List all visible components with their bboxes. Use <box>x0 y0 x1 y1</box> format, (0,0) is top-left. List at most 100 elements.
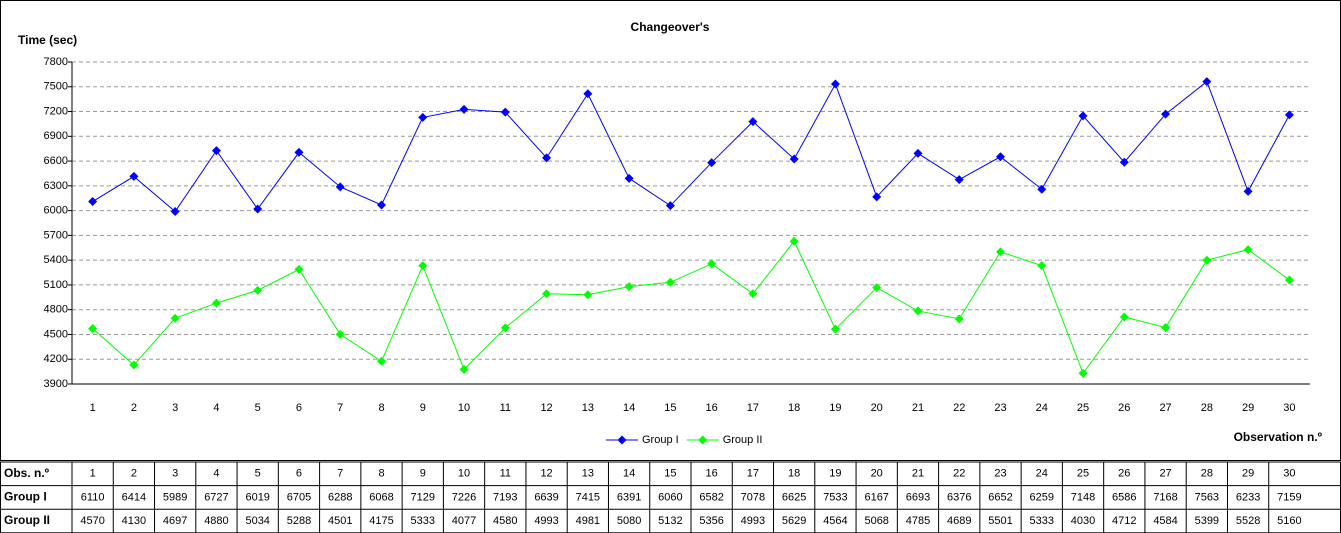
y-tick-label: 4200 <box>44 353 68 365</box>
table-cell: 17 <box>747 468 759 480</box>
table-cell: 6376 <box>947 491 971 503</box>
data-marker <box>1037 261 1047 271</box>
x-tick-label: 7 <box>337 402 343 414</box>
data-marker <box>377 356 386 366</box>
x-tick-label: 9 <box>420 402 426 414</box>
data-marker <box>583 290 593 300</box>
data-marker <box>294 147 304 157</box>
table-cell: 5080 <box>617 515 641 527</box>
x-tick-label: 3 <box>172 402 178 414</box>
table-cell: 6288 <box>328 491 352 503</box>
data-marker <box>418 261 428 271</box>
table-cell: 15 <box>664 468 676 480</box>
x-tick-label: 23 <box>994 402 1006 414</box>
table-cell: 5399 <box>1195 515 1219 527</box>
data-marker <box>542 153 552 163</box>
table-cell: 6060 <box>658 491 682 503</box>
table-cell: 4785 <box>906 515 930 527</box>
data-marker <box>459 364 469 374</box>
x-tick-label: 19 <box>829 402 841 414</box>
table-cell: 25 <box>1077 468 1089 480</box>
table-cell: 24 <box>1036 468 1048 480</box>
table-cell: 5288 <box>287 515 311 527</box>
table-cell: 5629 <box>782 515 806 527</box>
table-cell: 26 <box>1118 468 1130 480</box>
data-marker <box>624 173 634 183</box>
x-tick-label: 24 <box>1036 402 1048 414</box>
table-cell: 4030 <box>1071 515 1095 527</box>
data-marker <box>872 192 882 202</box>
table-cell: 6233 <box>1236 491 1260 503</box>
legend-label: Group II <box>723 434 763 446</box>
table-cell: 20 <box>871 468 883 480</box>
data-marker <box>418 112 428 122</box>
x-tick-label: 16 <box>706 402 718 414</box>
data-marker <box>1119 312 1129 322</box>
data-marker <box>1243 245 1253 255</box>
table-cell: 6414 <box>122 491 146 503</box>
data-marker <box>542 289 552 299</box>
x-tick-label: 25 <box>1077 402 1089 414</box>
data-marker <box>1161 323 1171 333</box>
x-tick-label: 27 <box>1159 402 1171 414</box>
x-tick-label: 5 <box>255 402 261 414</box>
table-cell: 5333 <box>411 515 435 527</box>
data-marker <box>129 171 139 181</box>
data-marker <box>253 204 263 214</box>
table-cell: 4501 <box>328 515 352 527</box>
data-marker <box>830 324 840 334</box>
table-cell: 6068 <box>369 491 393 503</box>
table-cell: 4130 <box>122 515 146 527</box>
data-marker <box>377 200 386 210</box>
data-marker <box>707 259 717 269</box>
y-tick-label: 7500 <box>44 81 68 93</box>
table-cell: 4697 <box>163 515 187 527</box>
data-marker <box>170 313 180 323</box>
table-cell: 16 <box>706 468 718 480</box>
x-tick-label: 30 <box>1283 402 1295 414</box>
table-cell: 9 <box>420 468 426 480</box>
x-tick-label: 8 <box>378 402 384 414</box>
table-cell: 7 <box>337 468 343 480</box>
chart-title: Changeover's <box>631 20 710 34</box>
y-tick-label: 6900 <box>44 130 68 142</box>
series-line <box>92 240 1290 375</box>
y-tick-label: 7800 <box>44 56 68 68</box>
y-tick-label: 7200 <box>44 105 68 117</box>
data-marker <box>913 306 923 316</box>
table-cell: 5989 <box>163 491 187 503</box>
table-cell: 4981 <box>576 515 600 527</box>
data-marker <box>1161 109 1171 119</box>
x-tick-label: 15 <box>664 402 676 414</box>
table-cell: 4570 <box>80 515 104 527</box>
legend-label: Group I <box>642 434 679 446</box>
table-cell: 1 <box>90 468 96 480</box>
table-cell: 6110 <box>81 491 105 503</box>
data-marker <box>335 329 345 339</box>
data-marker <box>1078 111 1088 121</box>
y-tick-label: 4500 <box>44 328 68 340</box>
data-marker <box>294 264 304 274</box>
table-cell: 29 <box>1242 468 1254 480</box>
data-marker <box>748 289 758 299</box>
x-tick-label: 4 <box>213 402 219 414</box>
data-marker <box>129 360 139 370</box>
table-cell: 7148 <box>1071 491 1095 503</box>
x-tick-label: 21 <box>912 402 924 414</box>
data-marker <box>88 324 98 334</box>
table-cell: 10 <box>458 468 470 480</box>
data-marker <box>253 285 263 295</box>
table-cell: 7159 <box>1277 491 1301 503</box>
table-cell: 5068 <box>864 515 888 527</box>
data-marker <box>954 175 964 185</box>
table-cell: 4880 <box>204 515 228 527</box>
x-tick-label: 26 <box>1118 402 1130 414</box>
data-marker <box>211 146 221 156</box>
table-cell: 4689 <box>947 515 971 527</box>
table-cell: 6167 <box>864 491 888 503</box>
data-marker <box>789 154 799 164</box>
table-cell: 6693 <box>906 491 930 503</box>
y-tick-label: 5400 <box>44 254 68 266</box>
x-tick-label: 2 <box>131 402 137 414</box>
